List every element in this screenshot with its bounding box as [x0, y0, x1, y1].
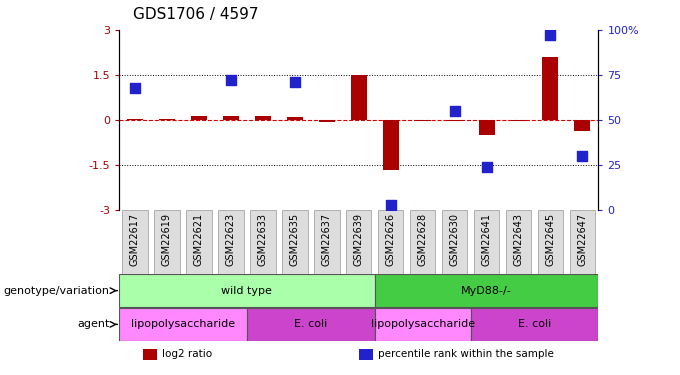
Text: GSM22641: GSM22641 — [481, 213, 492, 266]
FancyBboxPatch shape — [218, 210, 243, 274]
Text: GSM22626: GSM22626 — [386, 213, 396, 266]
Text: GDS1706 / 4597: GDS1706 / 4597 — [133, 8, 258, 22]
Point — [545, 32, 556, 38]
Bar — [543, 57, 558, 120]
Text: wild type: wild type — [222, 286, 272, 296]
FancyBboxPatch shape — [282, 210, 307, 274]
Text: lipopolysaccharide: lipopolysaccharide — [371, 320, 475, 329]
FancyBboxPatch shape — [375, 274, 598, 307]
Bar — [575, 120, 590, 130]
FancyBboxPatch shape — [570, 210, 595, 274]
Bar — [287, 117, 303, 120]
FancyBboxPatch shape — [314, 210, 339, 274]
Text: GSM22645: GSM22645 — [545, 213, 556, 266]
Bar — [191, 116, 207, 120]
Bar — [127, 118, 143, 120]
FancyBboxPatch shape — [506, 210, 531, 274]
Text: GSM22630: GSM22630 — [449, 213, 460, 266]
FancyBboxPatch shape — [186, 210, 211, 274]
Text: GSM22621: GSM22621 — [194, 213, 204, 266]
Text: lipopolysaccharide: lipopolysaccharide — [131, 320, 235, 329]
FancyBboxPatch shape — [122, 210, 148, 274]
Bar — [479, 120, 494, 135]
Bar — [223, 116, 239, 120]
Point — [481, 164, 492, 170]
Point — [449, 108, 460, 114]
FancyBboxPatch shape — [154, 210, 180, 274]
FancyBboxPatch shape — [250, 210, 275, 274]
FancyBboxPatch shape — [346, 210, 371, 274]
Bar — [511, 120, 526, 121]
Point — [385, 202, 396, 208]
FancyBboxPatch shape — [378, 210, 403, 274]
Bar — [159, 119, 175, 120]
FancyBboxPatch shape — [247, 308, 375, 340]
Text: GSM22637: GSM22637 — [322, 213, 332, 266]
FancyBboxPatch shape — [442, 210, 467, 274]
Text: MyD88-/-: MyD88-/- — [461, 286, 512, 296]
FancyBboxPatch shape — [119, 274, 375, 307]
Text: E. coli: E. coli — [294, 320, 327, 329]
Bar — [447, 120, 462, 121]
Point — [226, 77, 237, 83]
Text: percentile rank within the sample: percentile rank within the sample — [378, 350, 554, 359]
FancyBboxPatch shape — [410, 210, 435, 274]
Bar — [383, 120, 398, 170]
Text: GSM22647: GSM22647 — [577, 213, 588, 266]
Text: log2 ratio: log2 ratio — [162, 350, 212, 359]
FancyBboxPatch shape — [471, 308, 598, 340]
Text: GSM22635: GSM22635 — [290, 213, 300, 266]
Text: GSM22628: GSM22628 — [418, 213, 428, 266]
FancyBboxPatch shape — [375, 308, 471, 340]
Text: E. coli: E. coli — [518, 320, 551, 329]
Bar — [255, 116, 271, 120]
Text: GSM22623: GSM22623 — [226, 213, 236, 266]
Bar — [415, 120, 430, 121]
Text: GSM22643: GSM22643 — [513, 213, 524, 266]
Text: genotype/variation: genotype/variation — [3, 286, 109, 296]
Text: GSM22633: GSM22633 — [258, 213, 268, 266]
Text: GSM22619: GSM22619 — [162, 213, 172, 266]
Text: agent: agent — [77, 320, 109, 329]
Point — [289, 79, 300, 85]
Text: GSM22639: GSM22639 — [354, 213, 364, 266]
Point — [129, 85, 140, 91]
Bar — [351, 75, 367, 120]
FancyBboxPatch shape — [474, 210, 499, 274]
FancyBboxPatch shape — [119, 308, 247, 340]
Point — [577, 153, 588, 159]
Text: GSM22617: GSM22617 — [130, 213, 140, 266]
Bar — [359, 349, 373, 360]
Bar — [143, 349, 157, 360]
Bar — [319, 120, 335, 122]
FancyBboxPatch shape — [538, 210, 563, 274]
